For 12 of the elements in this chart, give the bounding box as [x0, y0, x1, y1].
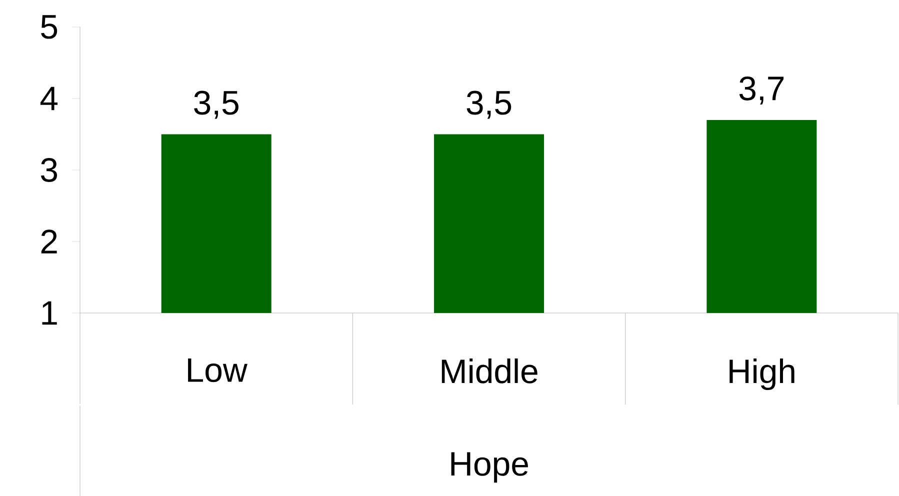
data-label: 3,7	[739, 76, 784, 104]
x-axis-title: Hope	[451, 452, 528, 483]
y-tick-label: 5	[41, 15, 58, 39]
y-tick-label: 4	[40, 86, 58, 110]
data-label: 3,5	[194, 90, 238, 119]
x-tick-label: Low	[188, 358, 248, 382]
y-tick-label: 2	[41, 230, 57, 254]
y-tick-label: 1	[42, 301, 57, 325]
x-tick-label: High	[730, 358, 794, 390]
x-tick-label: Middle	[442, 358, 538, 384]
data-label: 3,5	[466, 90, 512, 119]
y-tick-label: 3	[40, 158, 58, 182]
